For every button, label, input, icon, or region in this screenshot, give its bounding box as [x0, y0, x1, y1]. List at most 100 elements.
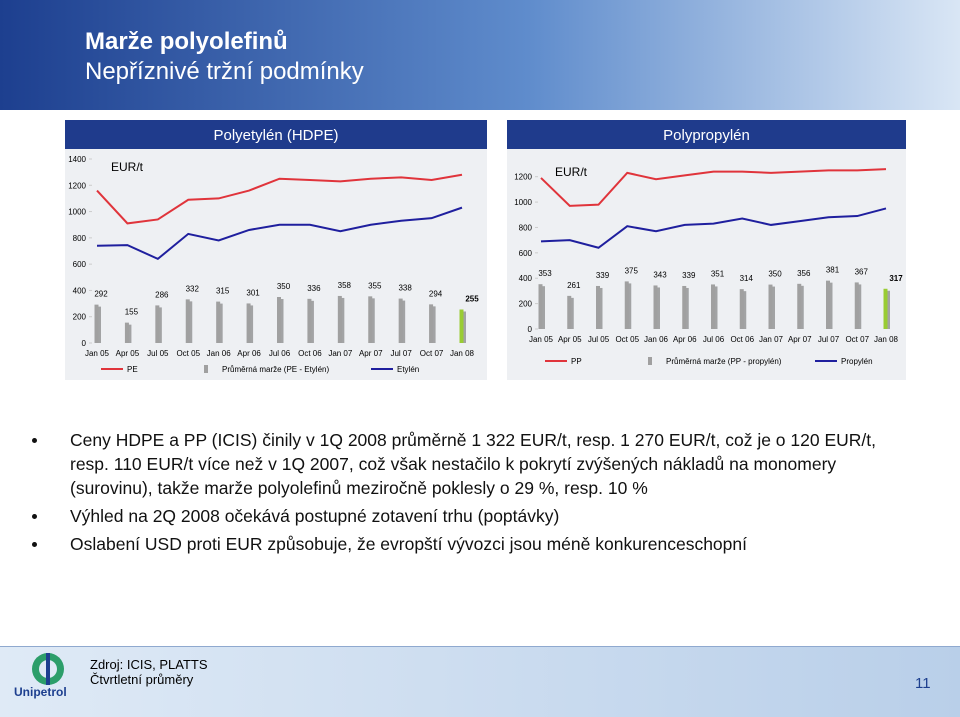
x-tick-label: Jul 06 [269, 349, 291, 358]
x-tick-label: Jan 07 [759, 335, 784, 344]
y-tick-label: 1200 [68, 181, 86, 190]
line [96, 173, 463, 225]
bar [124, 322, 129, 343]
bar [398, 298, 403, 343]
data-label: 351 [711, 269, 725, 278]
data-label: 336 [307, 284, 321, 293]
legend-label: PE [127, 365, 138, 374]
data-label: 353 [538, 269, 552, 278]
x-tick-label: Jul 07 [390, 349, 412, 358]
logo-text: Unipetrol [14, 685, 67, 699]
data-label: 294 [429, 289, 443, 298]
x-tick-label: Jan 06 [207, 349, 232, 358]
bar [155, 305, 160, 343]
chart-header [507, 120, 906, 149]
data-label: 332 [186, 284, 200, 293]
y-tick-label: 0 [82, 339, 87, 348]
x-tick-label: Apr 05 [558, 335, 582, 344]
bullet: Výhled na 2Q 2008 očekává postupné zotav… [30, 504, 880, 528]
bar [682, 285, 687, 329]
data-label: 358 [338, 281, 352, 290]
bar [739, 289, 744, 329]
legend-label: Etylén [397, 365, 419, 374]
data-label: 339 [682, 271, 696, 280]
y-axis-unit: EUR/t [111, 160, 144, 174]
x-tick-label: Apr 07 [359, 349, 383, 358]
x-tick-label: Jan 05 [529, 335, 554, 344]
data-label: 317 [889, 274, 903, 283]
y-tick-label: 200 [519, 300, 533, 309]
y-tick-label: 800 [519, 223, 533, 232]
bar [459, 309, 464, 343]
data-label: 356 [797, 269, 811, 278]
y-tick-label: 600 [73, 260, 87, 269]
legend-label: PP [571, 357, 582, 366]
data-label: 301 [246, 288, 260, 297]
y-tick-label: 1200 [514, 173, 532, 182]
charts: Polyetylén (HDPE) EUR/t 0 200 400 600 800 1000 1… [65, 120, 906, 380]
data-label: 375 [625, 266, 639, 275]
data-label: 315 [216, 287, 230, 296]
bar [307, 298, 312, 343]
bar [246, 303, 251, 343]
bar [711, 284, 715, 329]
x-tick-label: Jan 08 [874, 335, 899, 344]
page-number: 11 [915, 675, 931, 692]
bar [538, 284, 543, 329]
x-tick-label: Apr 05 [116, 349, 140, 358]
x-tick-label: Jan 06 [644, 335, 669, 344]
x-tick-label: Jul 07 [818, 335, 840, 344]
data-label: 338 [398, 284, 412, 293]
bar [624, 281, 629, 329]
line [96, 206, 463, 261]
data-label: 314 [740, 274, 754, 283]
data-label: 286 [155, 290, 169, 299]
y-tick-label: 800 [73, 234, 87, 243]
chart-header [65, 120, 487, 149]
x-tick-label: Oct 07 [845, 335, 869, 344]
y-axis-unit: EUR/t [555, 165, 588, 179]
x-tick-label: Oct 07 [420, 349, 444, 358]
x-tick-label: Oct 05 [615, 335, 639, 344]
data-label: 343 [653, 270, 667, 279]
bar [826, 280, 830, 329]
x-tick-label: Oct 06 [730, 335, 754, 344]
x-tick-label: Apr 07 [788, 335, 812, 344]
chart-title: Polypropylén [663, 127, 750, 144]
source: Zdroj: ICIS, PLATTS [90, 657, 208, 672]
y-tick-label: 0 [528, 325, 533, 334]
slide-subtitle: Nepříznivé tržní podmínky [85, 58, 364, 85]
bar [768, 284, 773, 329]
x-tick-label: Jul 06 [703, 335, 725, 344]
logo-icon [32, 653, 64, 685]
data-label: 255 [465, 294, 479, 303]
chart-panel [65, 120, 487, 380]
y-tick-label: 1000 [68, 208, 86, 217]
y-tick-label: 600 [519, 249, 533, 258]
bullet-list: Ceny HDPE a PP (ICIS) činily v 1Q 2008 p… [30, 428, 880, 560]
chart-panel [507, 120, 906, 380]
data-label: 155 [125, 308, 139, 317]
x-tick-label: Apr 06 [237, 349, 261, 358]
bullet: Oslabení USD proti EUR způsobuje, že evr… [30, 532, 880, 556]
bar [216, 301, 221, 343]
data-label: 350 [277, 282, 291, 291]
bar [277, 297, 281, 343]
bar [429, 304, 434, 343]
legend-label: Průměrná marže (PE - Etylén) [222, 365, 329, 374]
chart-title: Polyetylén (HDPE) [213, 127, 338, 144]
legend-label: Propylén [841, 357, 873, 366]
data-label: 355 [368, 281, 382, 290]
x-tick-label: Jan 05 [85, 349, 110, 358]
data-label: 292 [94, 290, 108, 299]
y-tick-label: 400 [73, 286, 87, 295]
bar [185, 299, 190, 343]
bar [94, 304, 99, 343]
y-tick-label: 1000 [514, 198, 532, 207]
y-tick-label: 400 [519, 274, 533, 283]
x-tick-label: Oct 05 [176, 349, 200, 358]
x-tick-label: Oct 06 [298, 349, 322, 358]
bar [854, 282, 859, 329]
footer: Unipetrol Zdroj: ICIS, PLATTS Čtvrtletní… [0, 646, 960, 717]
data-label: 367 [855, 267, 869, 276]
